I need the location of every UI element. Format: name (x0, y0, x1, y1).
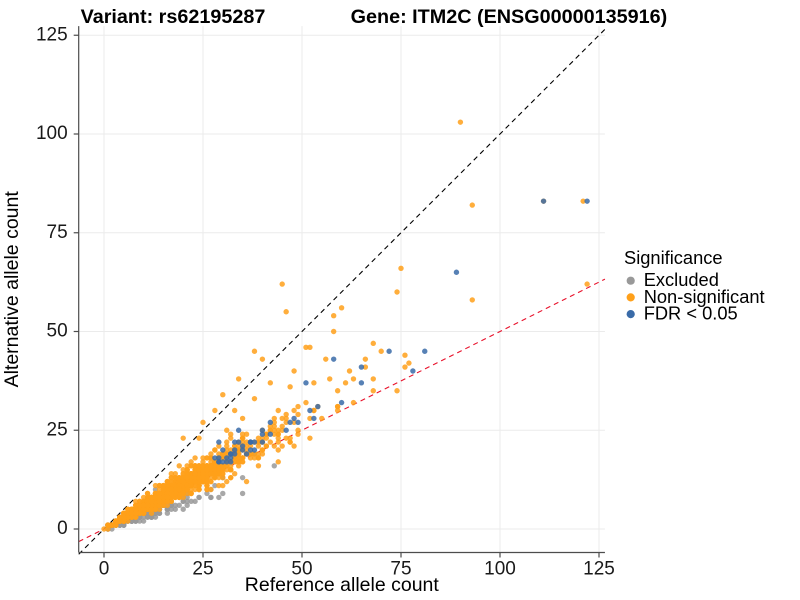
svg-text:100: 100 (36, 123, 68, 144)
svg-text:Reference allele count: Reference allele count (245, 574, 440, 596)
svg-text:FDR < 0.05: FDR < 0.05 (644, 303, 738, 324)
svg-text:Significance: Significance (624, 247, 723, 268)
svg-text:125: 125 (583, 559, 615, 580)
svg-text:50: 50 (47, 321, 68, 342)
svg-text:125: 125 (36, 24, 68, 45)
svg-text:0: 0 (57, 518, 68, 539)
svg-text:100: 100 (484, 559, 516, 580)
svg-text:Gene: ITM2C (ENSG00000135916): Gene: ITM2C (ENSG00000135916) (351, 6, 668, 28)
svg-text:0: 0 (99, 559, 110, 580)
svg-text:25: 25 (192, 559, 213, 580)
svg-text:Variant: rs62195287: Variant: rs62195287 (81, 6, 266, 28)
svg-text:Alternative allele count: Alternative allele count (1, 191, 23, 388)
svg-text:25: 25 (47, 419, 68, 440)
svg-text:75: 75 (47, 222, 68, 243)
